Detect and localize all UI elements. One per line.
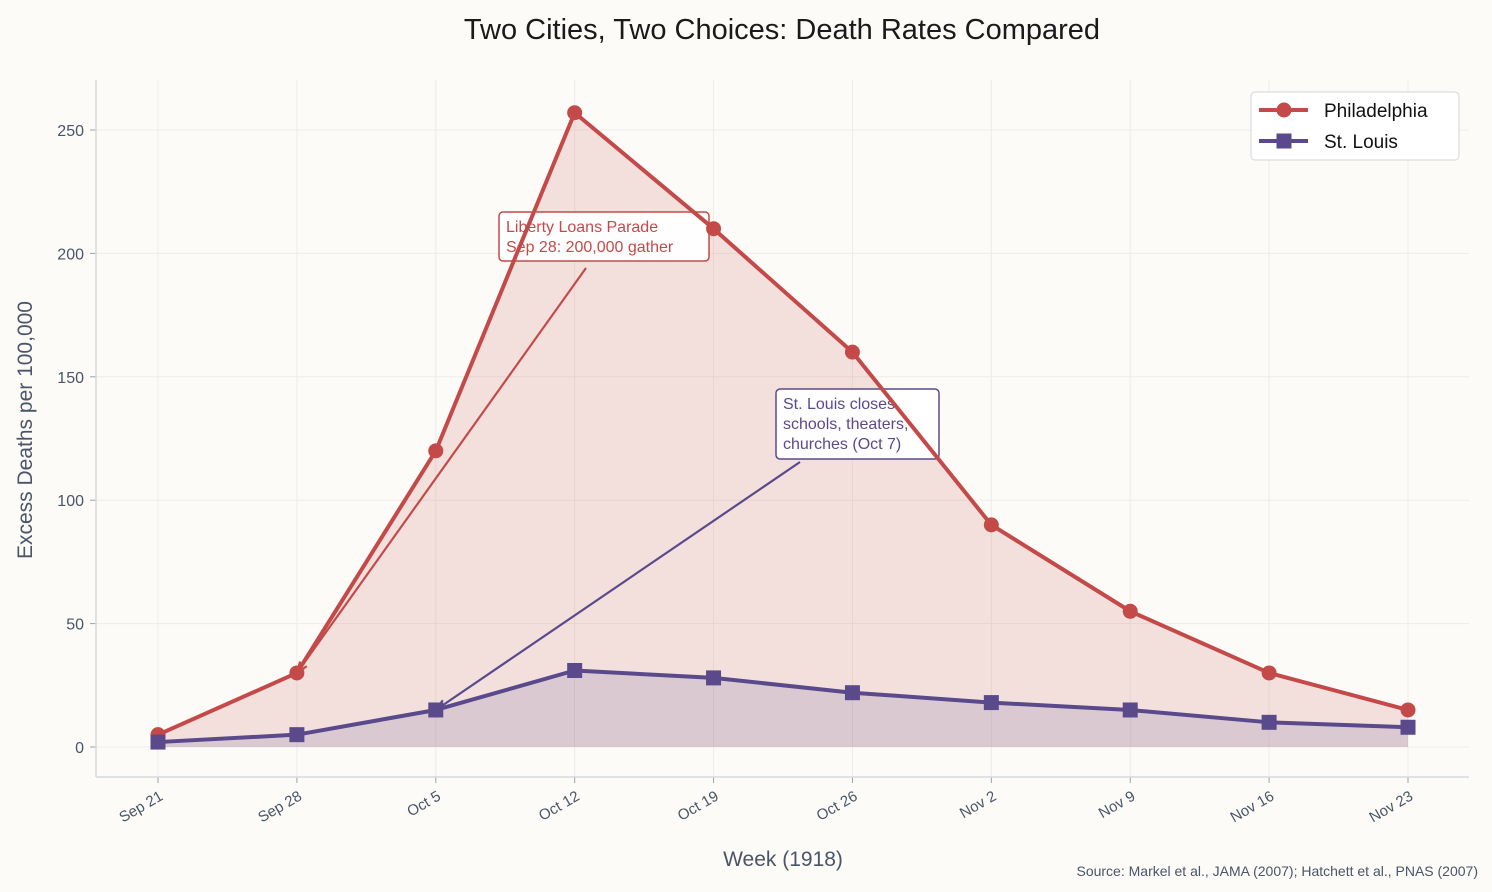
point-philadelphia — [983, 517, 999, 533]
annotation-text: schools, theaters, — [783, 416, 908, 433]
point-philadelphia — [1400, 702, 1416, 718]
annotation-text: churches (Oct 7) — [783, 436, 901, 453]
source-note: Source: Markel et al., JAMA (2007); Hatc… — [1076, 863, 1478, 879]
point-st-louis — [150, 734, 166, 750]
annotation-arrow — [295, 267, 587, 674]
x-tick-label: Sep 21 — [116, 788, 166, 826]
x-tick-label: Nov 23 — [1366, 788, 1416, 826]
point-philadelphia — [1122, 603, 1138, 619]
legend-marker-square — [1276, 133, 1292, 149]
annotation-text: Sep 28: 200,000 gather — [506, 239, 674, 256]
x-tick-label: Nov 2 — [957, 788, 999, 822]
x-tick-label: Nov 16 — [1227, 788, 1277, 826]
y-tick-label: 0 — [75, 740, 84, 757]
point-st-louis — [706, 670, 722, 686]
point-st-louis — [1400, 719, 1416, 735]
point-st-louis — [1122, 702, 1138, 718]
legend-label: St. Louis — [1324, 132, 1398, 153]
point-philadelphia — [567, 105, 583, 121]
annotation-text: Liberty Loans Parade — [506, 219, 658, 236]
series-lines — [150, 105, 1416, 750]
point-philadelphia — [289, 665, 305, 681]
x-tick-label: Oct 19 — [675, 788, 722, 825]
y-axis-label: Excess Deaths per 100,000 — [14, 301, 37, 559]
y-tick-label: 50 — [66, 617, 84, 634]
point-philadelphia — [706, 221, 722, 237]
point-philadelphia — [428, 443, 444, 459]
y-tick-label: 250 — [57, 123, 84, 140]
annotation-arrow — [435, 461, 801, 711]
x-axis-label: Week (1918) — [723, 848, 843, 871]
legend-marker-circle — [1276, 102, 1292, 118]
y-tick-label: 200 — [57, 246, 84, 263]
line-philadelphia — [157, 110, 1409, 737]
line-st-louis — [157, 668, 1409, 745]
annotation-text: St. Louis closes — [783, 396, 895, 413]
x-tick-label: Oct 26 — [814, 788, 861, 825]
point-philadelphia — [844, 344, 860, 360]
legend: Philadelphia St. Louis — [1250, 91, 1460, 161]
x-tick-label: Oct 5 — [404, 788, 444, 821]
point-st-louis — [428, 702, 444, 718]
x-tick-label: Nov 9 — [1096, 788, 1138, 822]
point-philadelphia — [1261, 665, 1277, 681]
grid — [96, 80, 1469, 777]
x-tick-label: Sep 28 — [255, 788, 305, 826]
area-st-louis — [158, 670, 1408, 747]
point-st-louis — [1261, 714, 1277, 730]
y-tick-label: 150 — [57, 370, 84, 387]
legend-label: Philadelphia — [1324, 101, 1428, 122]
x-tick-label: Oct 12 — [536, 788, 583, 825]
point-st-louis — [289, 727, 305, 743]
y-tick-label: 100 — [57, 493, 84, 510]
point-st-louis — [983, 695, 999, 711]
point-st-louis — [844, 685, 860, 701]
chart-title: Two Cities, Two Choices: Death Rates Com… — [464, 14, 1100, 46]
annotation-box — [498, 211, 710, 262]
point-st-louis — [567, 662, 583, 678]
